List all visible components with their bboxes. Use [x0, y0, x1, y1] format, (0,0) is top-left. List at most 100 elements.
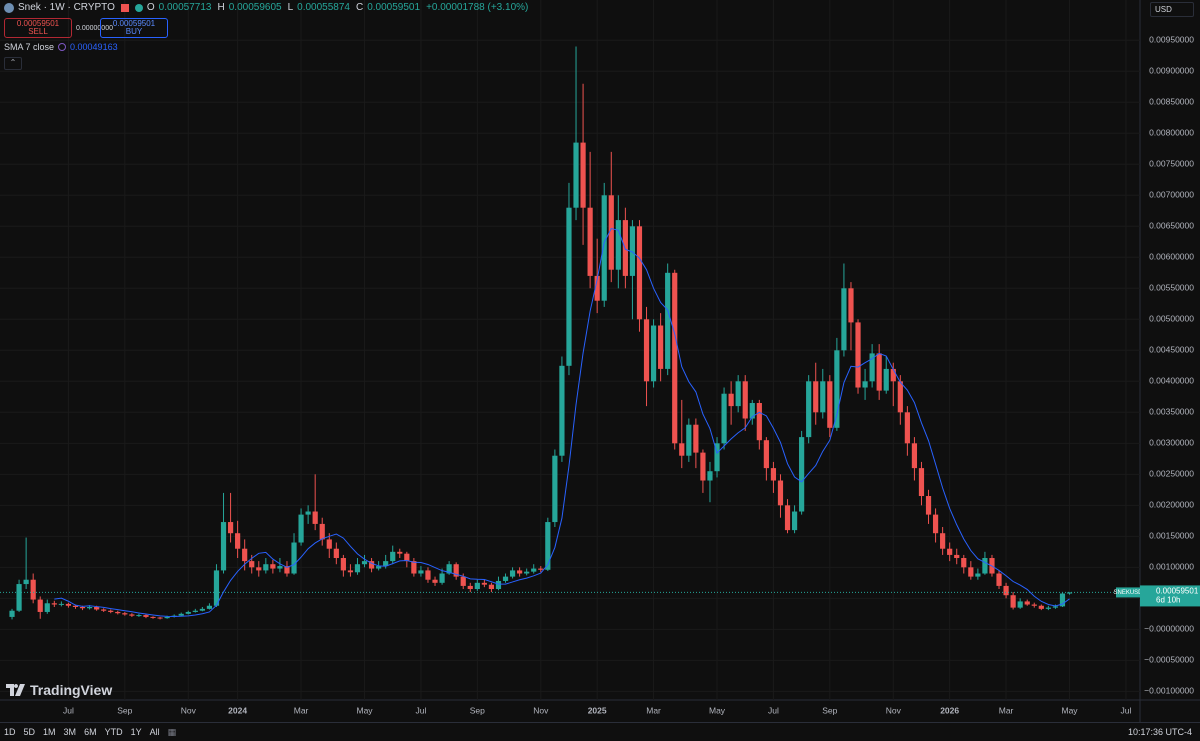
candle-body	[834, 350, 840, 428]
brand: TradingView	[6, 682, 112, 698]
candle-body	[566, 207, 572, 366]
x-tick-label: 2026	[940, 705, 959, 715]
y-tick-label: 0.00750000	[1149, 159, 1194, 169]
candle-body	[869, 353, 875, 382]
candle-body	[848, 288, 854, 323]
candle-body	[904, 412, 910, 444]
trade-panel: 0.00059501 SELL 0.00000000 0.00059501 BU…	[4, 18, 168, 38]
candle-body	[587, 207, 593, 276]
symbol-title: Snek · 1W · CRYPTO	[18, 2, 115, 13]
bottom-toolbar: 1D 5D 1M 3M 6M YTD 1Y All ▦ 10:17:36 UTC-4	[0, 722, 1200, 741]
buy-button[interactable]: 0.00059501 BUY	[100, 18, 168, 38]
x-tick-label: 2025	[588, 705, 607, 715]
y-tick-label: 0.00700000	[1149, 190, 1194, 200]
candle-body	[890, 368, 896, 382]
candle-body	[693, 424, 699, 453]
open-value: 0.00057713	[158, 2, 212, 13]
close-value: 0.00059501	[367, 2, 421, 13]
candle-body	[1052, 606, 1059, 608]
candle-body	[968, 567, 974, 577]
candle-body	[157, 617, 163, 619]
range-button[interactable]: 5D	[23, 727, 36, 737]
x-tick-label: Mar	[999, 705, 1014, 715]
candle-body	[361, 561, 368, 565]
candle-body	[16, 584, 22, 611]
candle-body	[770, 468, 777, 481]
candle-body	[658, 325, 664, 369]
flag-icon[interactable]	[120, 3, 129, 12]
y-tick-label: 0.00800000	[1149, 128, 1194, 138]
x-tick-label: Jul	[1120, 705, 1131, 715]
indicator-icon[interactable]	[58, 43, 67, 51]
indicator-legend: SMA 7 close 0.00049163	[4, 42, 118, 52]
open-label: O	[146, 2, 155, 13]
candle-body	[383, 561, 389, 567]
candle-body	[136, 615, 142, 617]
candle-body	[150, 616, 156, 618]
candle-body	[256, 567, 262, 571]
candle-body	[650, 325, 657, 382]
indicator-name[interactable]: SMA 7 close	[4, 42, 55, 52]
close-label: C	[355, 2, 364, 13]
candle-body	[749, 403, 755, 419]
candle-body	[9, 610, 15, 617]
range-button[interactable]: 1D	[4, 727, 16, 737]
candle-body	[30, 579, 36, 600]
range-button[interactable]: 3M	[63, 727, 77, 737]
candle-body	[376, 566, 382, 569]
candle-body	[439, 573, 445, 583]
candle-body	[629, 226, 636, 276]
candle-body	[580, 142, 586, 208]
collapse-button[interactable]: ⌃	[4, 57, 22, 70]
price-tag-countdown: 6d 10h	[1156, 596, 1180, 605]
range-button[interactable]: 1M	[43, 727, 56, 737]
candle-body	[940, 533, 946, 549]
candle-body	[488, 584, 495, 590]
range-button[interactable]: All	[149, 727, 160, 737]
candle-body	[94, 606, 100, 610]
candle-body	[862, 381, 868, 388]
candle-body	[425, 570, 431, 580]
candle-body	[594, 275, 600, 301]
candle-body	[397, 551, 403, 554]
x-tick-label: Mar	[294, 705, 309, 715]
x-tick-label: Sep	[470, 705, 485, 715]
range-button[interactable]: YTD	[104, 727, 123, 737]
candle-body	[799, 437, 805, 512]
candle-body	[277, 566, 283, 569]
y-tick-label: 0.00850000	[1149, 97, 1194, 107]
x-tick-label: Sep	[822, 705, 837, 715]
candle-body	[354, 564, 361, 573]
candle-body	[291, 542, 297, 574]
y-tick-label: 0.00950000	[1149, 35, 1194, 45]
candle-body	[79, 606, 86, 609]
indicator-value: 0.00049163	[70, 42, 118, 52]
candle-body	[517, 570, 523, 574]
range-button[interactable]: 6M	[84, 727, 97, 737]
status-dot	[134, 3, 143, 12]
symbol-icon	[4, 2, 14, 13]
candle-body	[601, 195, 607, 301]
candle-body	[178, 613, 184, 616]
date-picker[interactable]: ▦	[167, 726, 177, 737]
range-button[interactable]: 1Y	[130, 727, 142, 737]
x-tick-label: Mar	[646, 705, 661, 715]
symbol-tag-label: SNEKUSD	[1113, 590, 1143, 596]
candle-body	[1066, 592, 1073, 594]
candle-body	[524, 571, 530, 574]
candle-body	[1010, 595, 1016, 608]
candle-body	[368, 561, 375, 569]
candle-body	[686, 424, 692, 456]
x-tick-label: Jul	[768, 705, 779, 715]
currency-select[interactable]: USD	[1150, 2, 1194, 17]
candle-body	[813, 381, 819, 413]
y-tick-label: 0.00600000	[1149, 252, 1194, 262]
sell-button[interactable]: 0.00059501 SELL	[4, 18, 72, 38]
candle-body	[643, 319, 650, 382]
candle-body	[763, 440, 769, 469]
candle-body	[122, 613, 128, 615]
candle-body	[86, 606, 93, 609]
x-tick-label: Jul	[63, 705, 74, 715]
x-tick-label: May	[1061, 705, 1078, 715]
candle-body	[495, 580, 502, 590]
